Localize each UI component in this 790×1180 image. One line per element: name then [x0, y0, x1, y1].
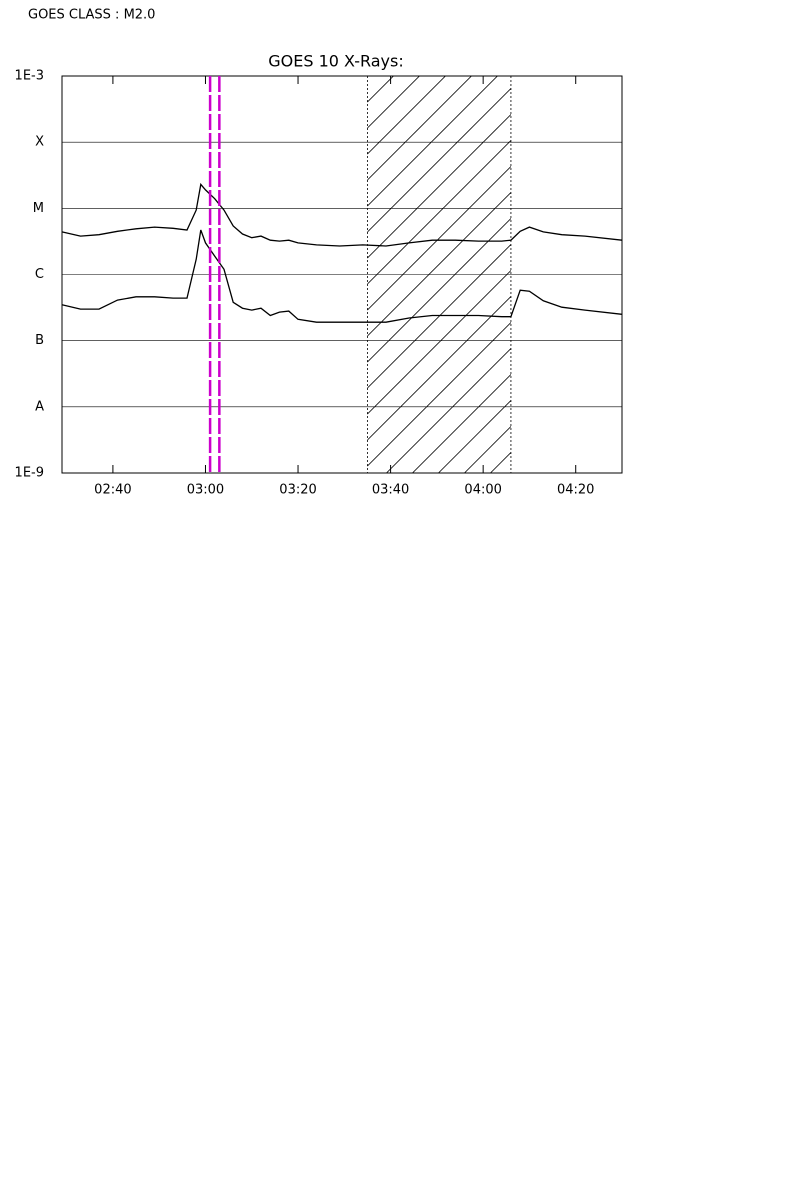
chart-title: GOES 10 X-Rays: [268, 52, 404, 71]
x-tick-label: 03:20 [279, 483, 316, 498]
y-tick-label: 1E-3 [15, 69, 44, 84]
y-tick-label: 1E-9 [15, 466, 44, 481]
x-tick-label: 02:40 [94, 483, 131, 498]
x-tick-label: 03:00 [187, 483, 224, 498]
y-tick-label: C [35, 267, 44, 282]
flux-line [61, 229, 623, 323]
x-tick-label: 03:40 [372, 483, 409, 498]
hatched-region [367, 76, 511, 473]
goes-class: GOES CLASS : M2.0 [28, 8, 155, 23]
flux-line [61, 182, 623, 247]
y-tick-label: X [35, 135, 44, 150]
y-tick-label: M [33, 201, 44, 216]
x-tick-label: 04:00 [464, 483, 501, 498]
y-tick-label: B [35, 333, 44, 348]
x-tick-label: 04:20 [557, 483, 594, 498]
y-tick-label: A [35, 399, 44, 414]
